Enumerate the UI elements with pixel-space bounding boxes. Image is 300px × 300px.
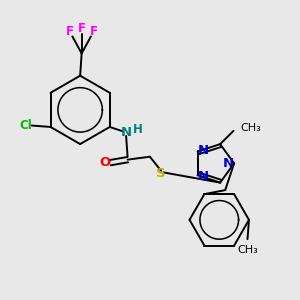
Text: CH₃: CH₃ [240,123,261,134]
Text: N: N [121,126,132,140]
Text: N: N [197,144,208,157]
Text: CH₃: CH₃ [237,244,258,254]
Text: F: F [66,25,74,38]
Text: Cl: Cl [20,119,32,132]
Text: S: S [156,167,166,180]
Text: F: F [78,22,86,35]
Text: N: N [197,169,208,183]
Text: H: H [133,123,142,136]
Text: O: O [99,156,111,169]
Text: N: N [223,157,234,170]
Text: F: F [89,25,98,38]
